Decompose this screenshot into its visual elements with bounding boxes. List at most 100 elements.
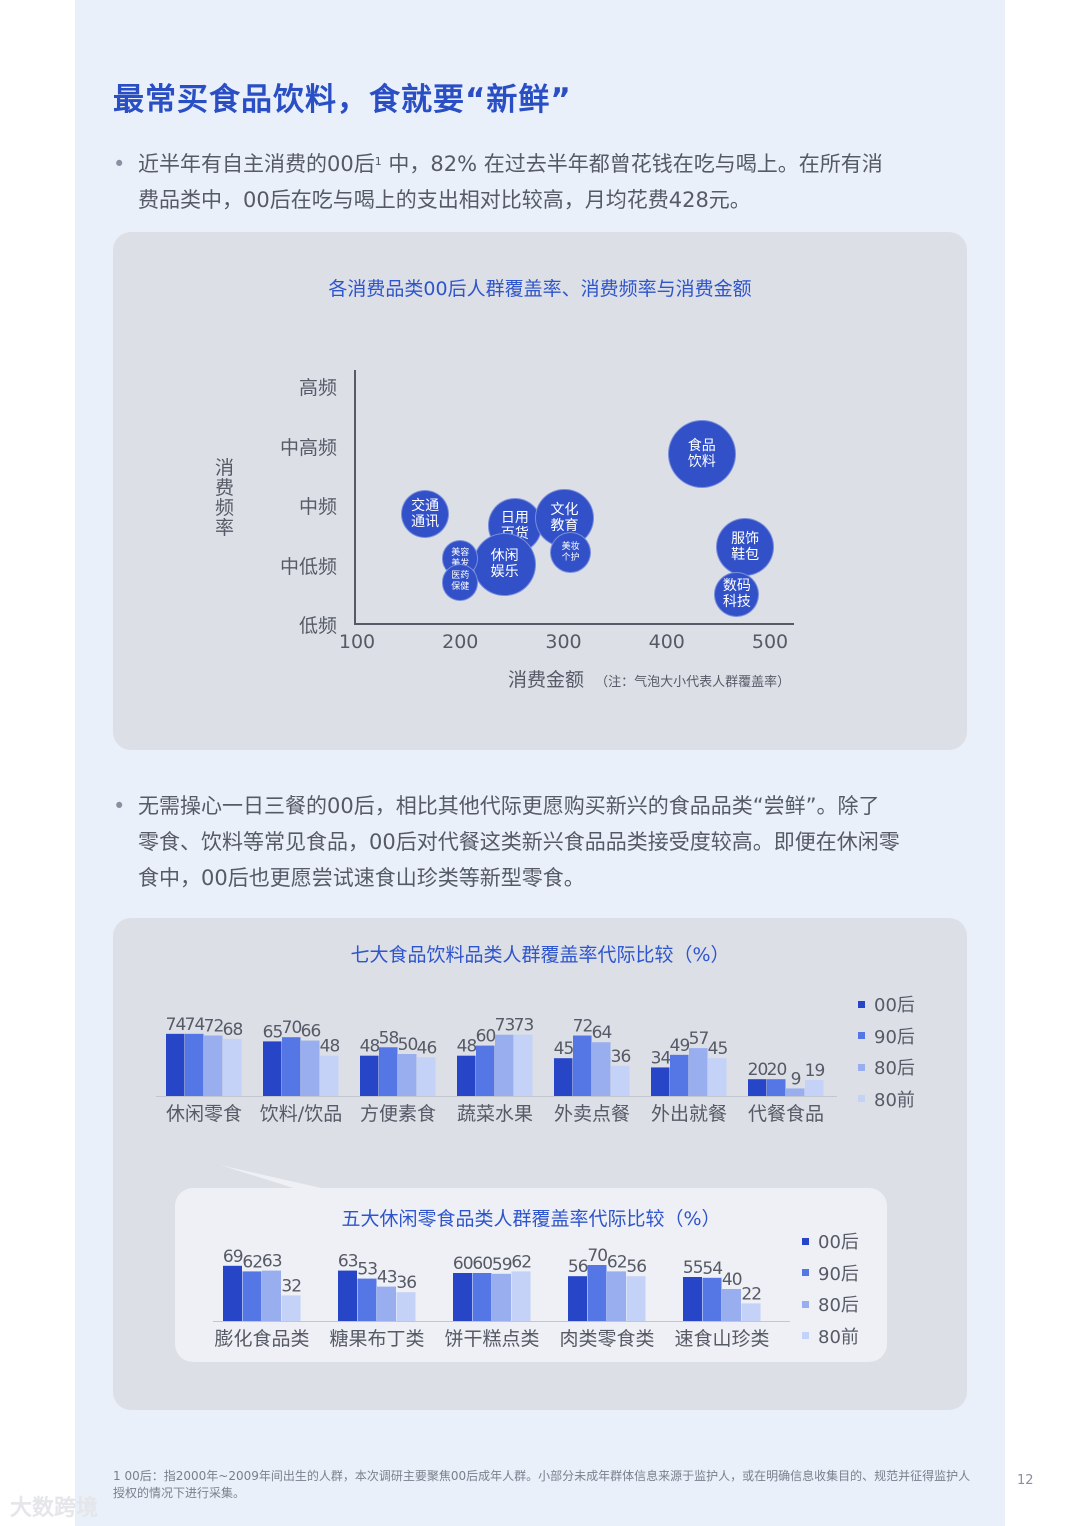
bar-chart-1-title: 七大食品饮料品类人群覆盖率代际比较（%）: [350, 944, 730, 966]
category-label: 蔬菜水果: [457, 1103, 533, 1125]
bar-value-label: 56: [626, 1257, 646, 1277]
bar-value-label: 57: [689, 1029, 709, 1049]
bar-value-label: 46: [417, 1038, 437, 1058]
legend-label: 80前: [818, 1326, 859, 1348]
bar-value-label: 53: [357, 1260, 377, 1280]
bar: [767, 1079, 786, 1096]
legend-swatch: [802, 1332, 809, 1339]
legend-item: 80前: [858, 1086, 915, 1112]
category-label: 休闲零食: [166, 1103, 242, 1125]
bar-value-label: 55: [683, 1258, 703, 1278]
para2-line2: 零食、饮料等常见食品，00后对代餐这类新兴食品品类接受度较高。即便在休闲零: [138, 830, 900, 854]
bullet-dot: •: [113, 794, 126, 818]
bar: [204, 1035, 223, 1096]
bubble-y-axis-line: [354, 370, 356, 624]
bar: [263, 1041, 282, 1096]
bar-value-label: 69: [223, 1247, 243, 1267]
bar-value-label: 49: [670, 1036, 690, 1056]
legend-item: 90后: [858, 1023, 915, 1049]
inner-chart-panel: [175, 1188, 887, 1362]
bar-value-label: 63: [262, 1252, 282, 1272]
bar: [360, 1055, 379, 1096]
bar: [683, 1277, 702, 1321]
bar: [514, 1034, 533, 1096]
category-label: 外卖点餐: [554, 1103, 630, 1125]
para1-text-b: 中，82% 在过去半年都曾花钱在吃与喝上。在所有消: [381, 152, 883, 176]
bar: [708, 1058, 727, 1096]
bubble-x-tick: 500: [751, 631, 789, 653]
category-label: 外出就餐: [651, 1103, 727, 1125]
bar-value-label: 68: [223, 1020, 243, 1040]
bar: [702, 1277, 722, 1321]
bar-value-label: 19: [805, 1061, 825, 1081]
bar-value-label: 36: [396, 1273, 416, 1293]
bubble-y-tick: 中高频: [279, 436, 337, 459]
legend-item: 80后: [802, 1291, 859, 1317]
bar: [573, 1035, 592, 1096]
bubble: 数码 科技: [714, 571, 760, 617]
paragraph-2: • 无需操心一日三餐的00后，相比其他代际更愿购买新兴的食品品类“尝鲜”。除了零…: [113, 788, 973, 896]
bubble: 食品 饮料: [667, 420, 736, 489]
bar: [607, 1271, 626, 1321]
bubble: 医药 保健: [442, 564, 479, 601]
bar-value-label: 36: [611, 1047, 631, 1067]
bar-value-label: 63: [338, 1252, 358, 1272]
category-label: 代餐食品: [748, 1103, 824, 1125]
legend-item: 80后: [858, 1054, 915, 1080]
bubble-note: （注：气泡大小代表人群覆盖率）: [595, 675, 791, 690]
legend-swatch: [802, 1237, 809, 1245]
bubble: 休闲 娱乐: [473, 533, 536, 596]
bar: [223, 1265, 242, 1321]
legend-item: 90后: [802, 1260, 859, 1286]
category-label: 糖果布丁类: [329, 1328, 424, 1350]
bar: [741, 1303, 761, 1321]
bar-value-label: 73: [495, 1016, 515, 1036]
bar-value-label: 65: [263, 1022, 283, 1042]
legend-swatch: [858, 1063, 865, 1071]
legend-label: 80前: [874, 1089, 915, 1111]
category-label: 方便素食: [360, 1103, 436, 1125]
bar-value-label: 66: [301, 1022, 321, 1042]
para1-line2: 费品类中，00后在吃与喝上的支出相对比较高，月均花费428元。: [138, 188, 751, 212]
bar: [786, 1088, 805, 1096]
bar: [587, 1265, 607, 1321]
bar-value-label: 45: [708, 1039, 728, 1059]
bar-value-label: 74: [185, 1015, 205, 1035]
category-label: 饮料/饮品: [260, 1103, 342, 1125]
bar: [476, 1045, 495, 1096]
para2-line1: 无需操心一日三餐的00后，相比其他代际更愿购买新兴的食品品类“尝鲜”。除了: [138, 794, 880, 818]
bullet-dot: •: [113, 152, 126, 176]
bar-value-label: 60: [476, 1027, 496, 1047]
bar-value-label: 48: [320, 1037, 340, 1057]
bubble-x-tick: 200: [442, 631, 479, 653]
bubble-chart-panel: [113, 232, 967, 750]
legend-swatch: [858, 1032, 865, 1039]
bar-value-label: 62: [242, 1252, 262, 1272]
bar-value-label: 34: [651, 1048, 671, 1068]
bar: [592, 1042, 611, 1096]
legend-item: 00后: [802, 1228, 859, 1254]
bar: [495, 1034, 514, 1096]
bar: [611, 1065, 630, 1096]
bubble: 服饰 鞋包: [716, 517, 775, 576]
bubble: 交通 通讯: [401, 489, 450, 538]
bar-value-label: 72: [573, 1017, 593, 1037]
bar: [185, 1033, 204, 1096]
category-label: 肉类零食类: [559, 1328, 654, 1350]
bubble-x-tick: 400: [648, 631, 685, 653]
bar-value-label: 70: [282, 1018, 302, 1038]
bar-value-label: 64: [592, 1023, 612, 1043]
watermark: 大数跨境: [10, 1496, 99, 1521]
bubble-x-axis-label-row: 消费金额 （注：气泡大小代表人群覆盖率）: [508, 665, 790, 692]
bar: [748, 1079, 767, 1096]
bubble-x-tick: 100: [338, 631, 376, 653]
bubble-x-axis-line: [354, 623, 794, 625]
legend-swatch: [858, 1000, 865, 1008]
category-label: 饼干糕点类: [444, 1328, 539, 1350]
bubble-x-axis-label: 消费金额: [508, 669, 585, 691]
bar-value-label: 20: [767, 1060, 787, 1080]
bubble-chart-title: 各消费品类00后人群覆盖率、消费频率与消费金额: [328, 278, 752, 300]
legend-swatch: [802, 1300, 809, 1308]
bar-value-label: 58: [379, 1028, 399, 1048]
